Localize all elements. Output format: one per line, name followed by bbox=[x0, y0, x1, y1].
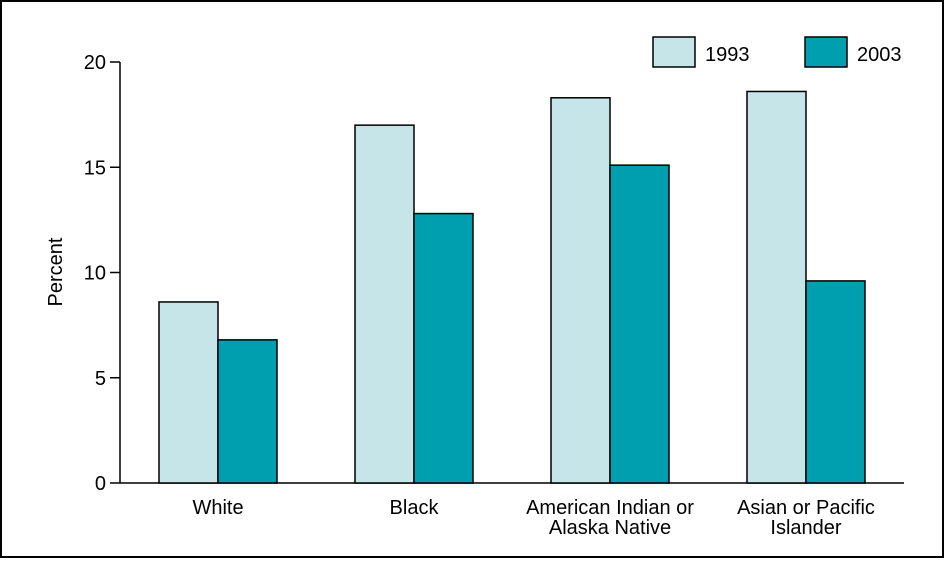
y-tick-label: 0 bbox=[95, 473, 106, 495]
x-tick-label-line: American Indian or bbox=[526, 497, 694, 519]
bar-1993-3 bbox=[746, 90, 807, 484]
bar-1993-0 bbox=[158, 301, 219, 484]
legend-label-1993: 1993 bbox=[705, 44, 750, 66]
bars bbox=[158, 90, 866, 484]
y-tick-label: 20 bbox=[84, 52, 106, 74]
legend-label-2003: 2003 bbox=[857, 44, 902, 66]
x-tick-label-line: Alaska Native bbox=[549, 517, 671, 539]
y-ticks: 0 5 10 15 20 bbox=[84, 52, 120, 495]
bar-2003-0 bbox=[217, 339, 278, 484]
x-tick-label: Black bbox=[390, 497, 440, 519]
x-tick-label-line: White bbox=[192, 497, 243, 519]
y-axis-label: Percent bbox=[45, 237, 67, 306]
y-tick-label: 10 bbox=[84, 263, 106, 285]
bar-2003-3 bbox=[805, 280, 866, 484]
legend: 1993 2003 bbox=[652, 36, 902, 68]
x-tick-label: American Indian or Alaska Native bbox=[526, 497, 694, 539]
x-tick-label-line: Asian or Pacific bbox=[737, 497, 875, 519]
y-tick-label: 5 bbox=[95, 368, 106, 390]
x-tick-label: Asian or Pacific Islander bbox=[737, 497, 875, 539]
x-tick-label-line: Islander bbox=[770, 517, 841, 539]
legend-swatch-2003 bbox=[804, 36, 848, 68]
bar-1993-1 bbox=[354, 124, 415, 484]
x-tick-label-line: Black bbox=[390, 497, 440, 519]
bar-1993-2 bbox=[550, 97, 611, 484]
bar-2003-1 bbox=[413, 212, 474, 484]
x-tick-labels: White Black American Indian or Alaska Nativ… bbox=[192, 497, 874, 539]
x-tick-label: White bbox=[192, 497, 243, 519]
legend-swatch-1993 bbox=[652, 36, 696, 68]
y-tick-label: 15 bbox=[84, 157, 106, 179]
bar-2003-2 bbox=[609, 164, 670, 484]
